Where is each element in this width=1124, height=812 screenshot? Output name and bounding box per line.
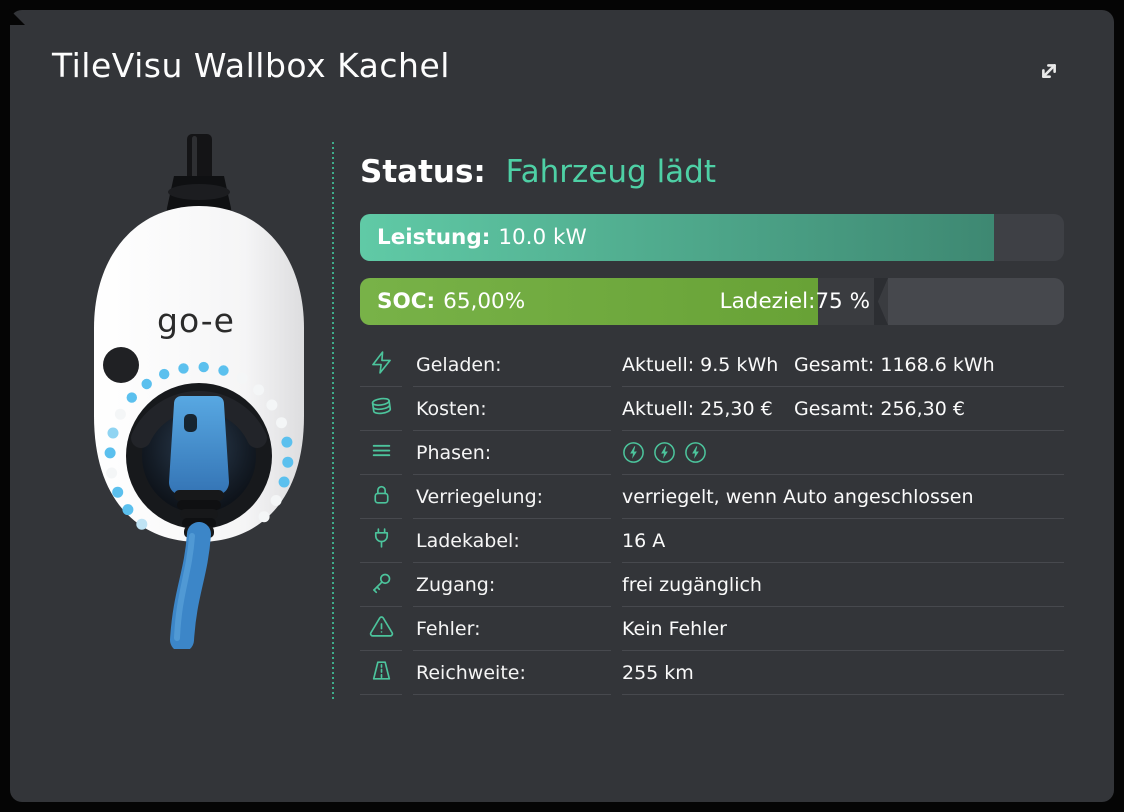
brand-logo-text: go-e (157, 301, 235, 340)
device-button (103, 347, 139, 383)
soc-value: 65,00% (443, 289, 526, 314)
row-label: Ladekabel: (416, 529, 520, 552)
plug-icon (369, 526, 394, 555)
lock-icon (369, 482, 394, 511)
coins-icon (369, 394, 394, 423)
status-line: Status: Fahrzeug lädt (360, 152, 1064, 192)
table-row-geladen: Geladen: Aktuell: 9.5 kWh Gesamt: 1168.6… (360, 343, 1064, 387)
leistung-text: Leistung: 10.0 kW (377, 214, 587, 261)
wallbox-tile-card: TileVisu Wallbox Kachel (10, 10, 1114, 802)
status-label: Status: (360, 154, 486, 190)
ladeziel-text: Ladeziel: 75 % (360, 278, 870, 325)
phases-badges (622, 441, 707, 464)
info-table: Geladen: Aktuell: 9.5 kWh Gesamt: 1168.6… (360, 343, 1064, 695)
blue-cable (170, 522, 211, 649)
ladeziel-label: Ladeziel: (719, 289, 816, 314)
row-value: verriegelt, wenn Auto angeschlossen (622, 485, 974, 508)
leistung-label: Leistung: (377, 225, 491, 250)
charging-plug (169, 396, 229, 538)
row-value: 255 km (622, 661, 694, 684)
bolt-icon (369, 350, 394, 379)
row-value-gesamt: Gesamt: 256,30 € (794, 397, 965, 420)
leistung-progressbar[interactable]: Leistung: 10.0 kW (360, 214, 1064, 261)
row-value-gesamt: Gesamt: 1168.6 kWh (794, 353, 995, 376)
row-value: 16 A (622, 529, 666, 552)
leistung-value: 10.0 kW (498, 225, 587, 250)
ladeziel-value: 75 % (815, 289, 870, 314)
dotted-divider (332, 142, 334, 702)
row-label: Phasen: (416, 441, 492, 464)
table-row-zugang: Zugang: frei zugänglich (360, 563, 1064, 607)
soc-progressbar[interactable]: SOC: 65,00% Ladeziel: 75 % (360, 278, 1064, 325)
tile-content: Status: Fahrzeug lädt Leistung: 10.0 kW … (360, 134, 1114, 695)
phase-active-badge-icon (685, 442, 706, 463)
row-label: Verriegelung: (416, 485, 544, 508)
soc-fill (360, 278, 818, 325)
table-row-fehler: Fehler: Kein Fehler (360, 607, 1064, 651)
card-header: TileVisu Wallbox Kachel (10, 10, 1114, 104)
row-label: Kosten: (416, 397, 487, 420)
phase-active-badge-icon (654, 442, 675, 463)
led-ring (104, 361, 294, 530)
row-label: Reichweite: (416, 661, 526, 684)
table-row-phasen: Phasen: (360, 431, 1064, 475)
expand-button[interactable] (1030, 52, 1068, 93)
soc-label: SOC: (377, 289, 436, 314)
leistung-fill (360, 214, 994, 261)
wallbox-device-image: go-e (84, 134, 314, 649)
soc-text: SOC: 65,00% (377, 278, 525, 325)
key-icon (369, 570, 394, 599)
row-value-aktuell: Aktuell: 9.5 kWh (622, 353, 779, 376)
row-value: frei zugänglich (622, 573, 762, 596)
row-label: Zugang: (416, 573, 496, 596)
row-label: Geladen: (416, 353, 502, 376)
table-row-reichweite: Reichweite: 255 km (360, 651, 1064, 695)
row-label: Fehler: (416, 617, 481, 640)
expand-diagonal-icon (1034, 64, 1064, 89)
row-value: Kein Fehler (622, 617, 727, 640)
table-row-verriegelung: Verriegelung: verriegelt, wenn Auto ange… (360, 475, 1064, 519)
table-row-ladekabel: Ladekabel: 16 A (360, 519, 1064, 563)
status-value: Fahrzeug lädt (505, 154, 717, 190)
table-row-kosten: Kosten: Aktuell: 25,30 € Gesamt: 256,30 … (360, 387, 1064, 431)
row-value-aktuell: Aktuell: 25,30 € (622, 397, 773, 420)
soc-remaining-segment (888, 278, 1064, 325)
card-body: go-e (10, 134, 1114, 702)
page-title: TileVisu Wallbox Kachel (52, 46, 450, 85)
phase-active-badge-icon (623, 442, 644, 463)
road-icon (369, 658, 394, 687)
phases-icon (369, 438, 394, 467)
warning-icon (369, 614, 394, 643)
